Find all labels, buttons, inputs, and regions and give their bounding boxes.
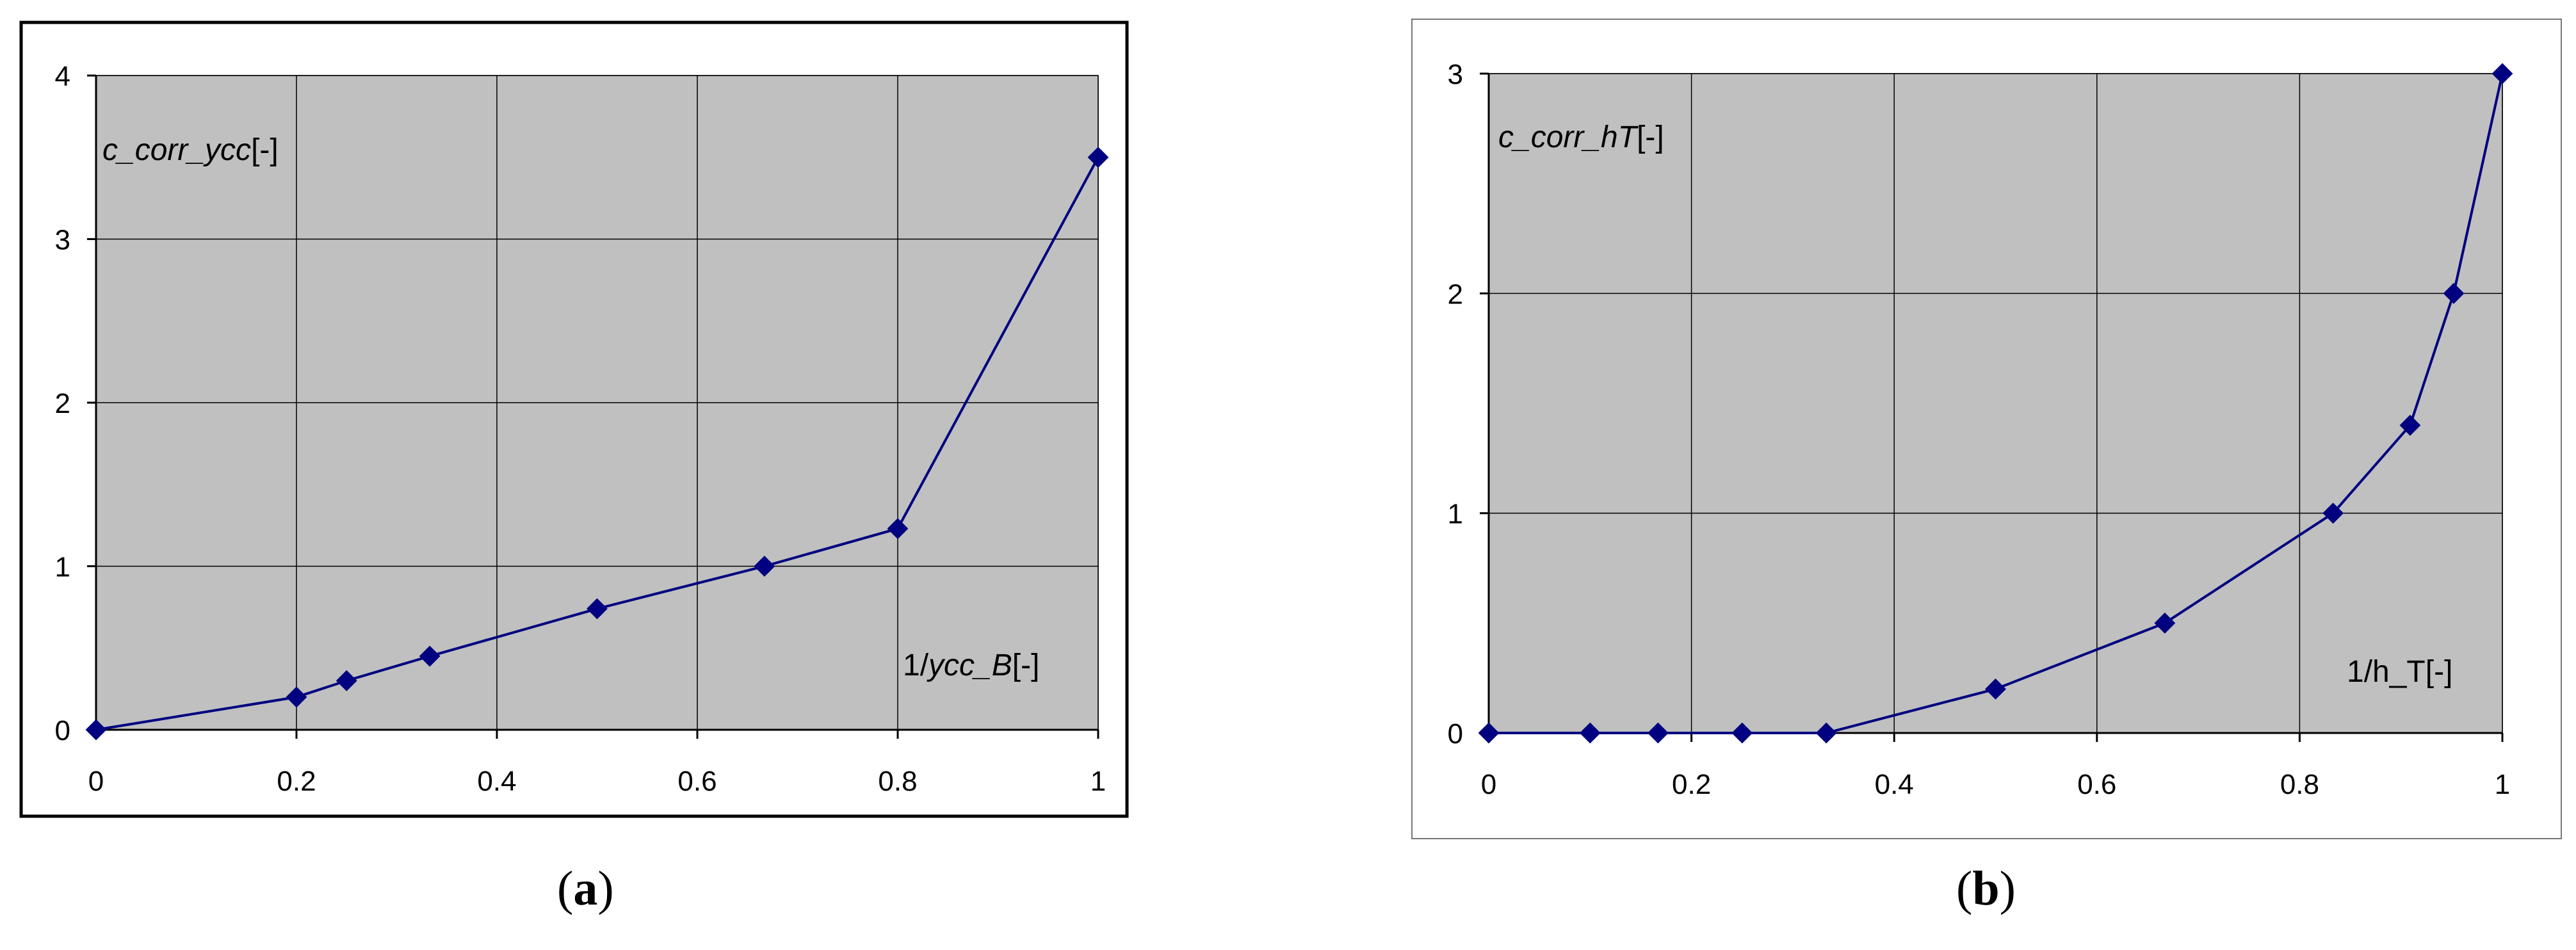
chart-a-x-tick-label: 0.6 xyxy=(677,766,717,797)
caption-a: (a) xyxy=(557,862,614,915)
chart-b-data-point xyxy=(1731,722,1753,744)
chart-a-data-point xyxy=(419,645,441,667)
chart-a-x-tick-label: 0.8 xyxy=(878,766,917,797)
chart-a-xlabel: 1/ycc_B[-] xyxy=(903,648,1039,682)
chart-a-data-point xyxy=(85,719,107,741)
chart-a-y-tick-label: 1 xyxy=(55,552,70,583)
chart-b-data-point xyxy=(2322,503,2344,524)
chart-a-y-tick-label: 3 xyxy=(55,225,70,256)
chart-a-xlabel-prefix: 1/ xyxy=(903,648,929,682)
chart-b-data-point xyxy=(2443,282,2465,304)
chart-a-series-line xyxy=(95,156,1099,731)
chart-a-data-point xyxy=(754,556,775,577)
chart-b-data-point xyxy=(2399,414,2421,436)
chart-b-xlabel-base: 1/h_T xyxy=(2347,655,2426,689)
chart-a-data-point xyxy=(887,518,909,540)
chart-a-ylabel: c_corr_ycc[-] xyxy=(102,133,279,167)
chart-b-x-tick-label: 0 xyxy=(1481,769,1496,800)
chart-b-plot-area xyxy=(1488,73,2503,734)
chart-b-x-tick-label: 0.4 xyxy=(1875,769,1914,800)
chart-b-ylabel-base: c_corr_hT xyxy=(1498,120,1639,154)
chart-a-x-tick-label: 0.2 xyxy=(277,766,316,797)
chart-b-ylabel: c_corr_hT[-] xyxy=(1498,120,1664,154)
chart-a-data-point xyxy=(587,598,608,620)
chart-b-y-tick-label: 2 xyxy=(1448,278,1463,310)
chart-a-x-tick-label: 1 xyxy=(1090,766,1106,797)
chart-b-x-tick-label: 0.6 xyxy=(2077,769,2116,800)
chart-a-y-tick-label: 0 xyxy=(55,715,70,746)
chart-a-data-point xyxy=(286,686,307,708)
chart-a-xlabel-base: ycc_B xyxy=(927,648,1012,682)
chart-b-data-point xyxy=(1579,722,1601,744)
chart-b-y-tick-label: 1 xyxy=(1448,499,1463,530)
chart-b-y-tick-label: 3 xyxy=(1448,59,1463,90)
chart-b-data-point xyxy=(2154,612,2176,634)
chart-b-x-tick-label: 1 xyxy=(2495,769,2510,800)
chart-b-data-point xyxy=(1815,722,1837,744)
chart-b-y-tick-label: 0 xyxy=(1448,718,1463,750)
chart-a-ylabel-unit: [-] xyxy=(251,133,279,167)
chart-a-xlabel-unit: [-] xyxy=(1012,648,1040,682)
chart-b-xlabel-unit: [-] xyxy=(2426,655,2453,689)
chart-b-data-point xyxy=(2491,63,2513,85)
chart-b-x-tick-label: 0.8 xyxy=(2280,769,2319,800)
caption-b-label: b xyxy=(1972,862,2000,915)
chart-b-data-point xyxy=(1647,722,1669,744)
chart-a-x-tick-label: 0.4 xyxy=(477,766,516,797)
chart-b-data-point xyxy=(1985,678,2006,700)
chart-a-data-point xyxy=(336,670,357,691)
chart-b-data-point xyxy=(1478,722,1500,744)
chart-a-data-point xyxy=(1087,147,1109,168)
chart-b-x-tick-label: 0.2 xyxy=(1672,769,1711,800)
caption-a-label: a xyxy=(573,862,598,915)
chart-b-ylabel-unit: [-] xyxy=(1637,120,1664,154)
chart-a-y-tick-label: 4 xyxy=(55,61,70,92)
chart-a-y-tick-label: 2 xyxy=(55,388,70,419)
caption-b: (b) xyxy=(1956,862,2016,915)
chart-a-ylabel-base: c_corr_ycc xyxy=(102,133,251,167)
chart-a-x-tick-label: 0 xyxy=(88,766,104,797)
chart-b-xlabel: 1/h_T[-] xyxy=(2347,655,2452,689)
